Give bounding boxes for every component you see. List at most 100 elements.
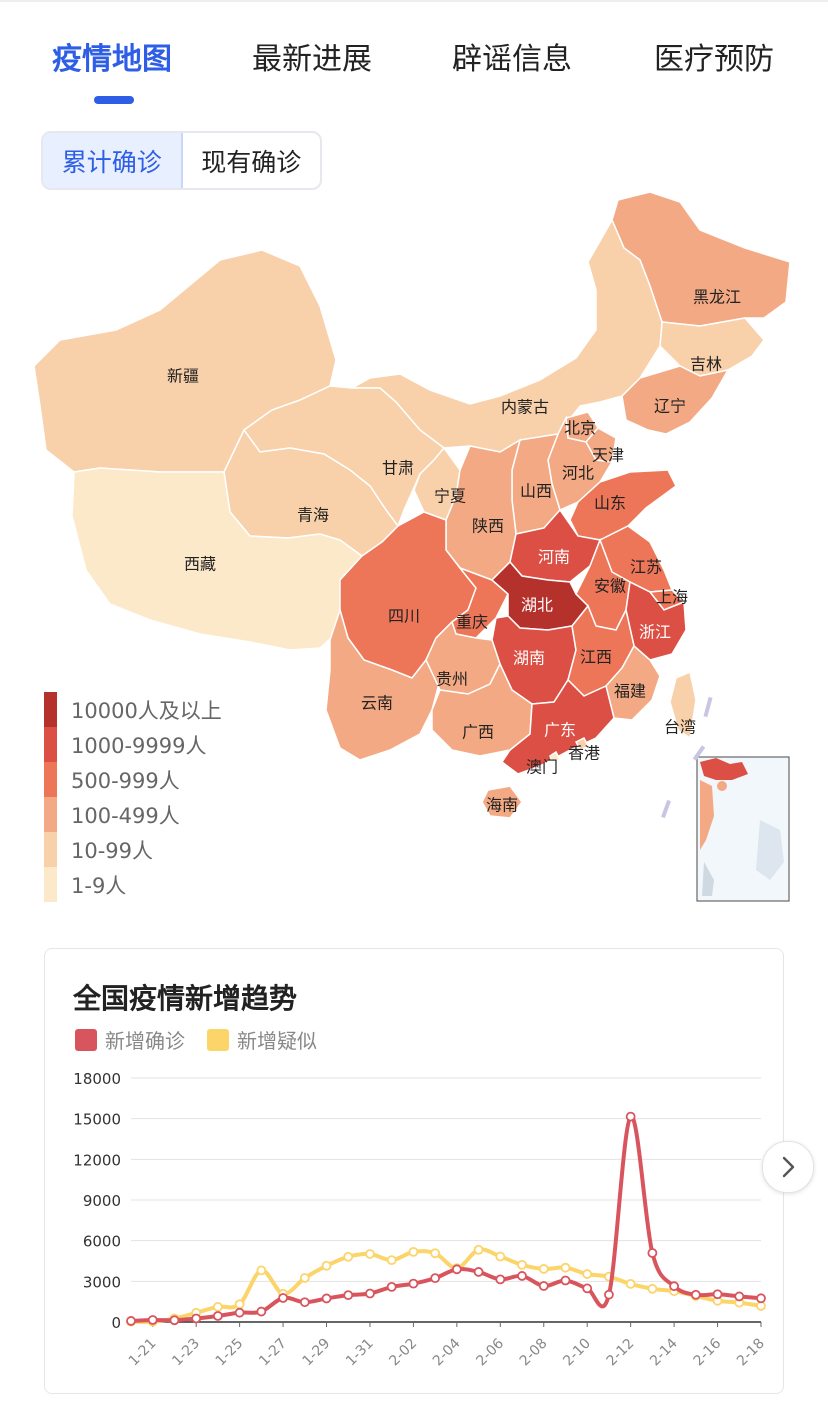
map-label: 河北 bbox=[562, 464, 594, 483]
confirmed-point bbox=[625, 1111, 636, 1122]
map-label: 陕西 bbox=[472, 517, 504, 536]
map-label: 重庆 bbox=[456, 613, 488, 632]
y-tick-label: 12000 bbox=[73, 1151, 121, 1169]
suspected-point bbox=[343, 1251, 354, 1262]
legend-row[interactable]: 1-9人 bbox=[44, 867, 222, 902]
trend-title: 全国疫情新增趋势 bbox=[73, 982, 298, 1015]
y-tick-label: 15000 bbox=[73, 1111, 121, 1129]
legend-swatch bbox=[44, 762, 57, 797]
x-tick-label: 2-16 bbox=[691, 1335, 725, 1369]
legend-label: 1000-9999人 bbox=[71, 733, 207, 758]
map-label: 贵州 bbox=[436, 670, 468, 689]
legend-label: 10000人及以上 bbox=[71, 698, 222, 723]
legend-suspected[interactable]: 新增疑似 bbox=[207, 1025, 317, 1054]
suspected-point bbox=[560, 1262, 571, 1273]
suspected-point bbox=[299, 1273, 310, 1283]
map-label: 安徽 bbox=[594, 577, 626, 596]
region-hong-kong[interactable] bbox=[574, 736, 590, 752]
map-label: 海南 bbox=[486, 796, 518, 815]
legend-swatch bbox=[44, 692, 57, 727]
region-macau[interactable] bbox=[549, 750, 562, 763]
suspected-point bbox=[321, 1260, 332, 1271]
legend-confirmed[interactable]: 新增确诊 bbox=[75, 1025, 185, 1054]
region-hainan[interactable] bbox=[481, 785, 523, 819]
current-confirmed-button[interactable]: 现有确诊 bbox=[201, 147, 302, 177]
south-china-sea-inset bbox=[696, 756, 790, 902]
map-label: 山西 bbox=[520, 482, 552, 501]
map-label: 辽宁 bbox=[654, 397, 686, 416]
map-label: 甘肃 bbox=[382, 459, 414, 478]
map-regions bbox=[33, 191, 791, 819]
confirmed-type-switch: 累计确诊 现有确诊 bbox=[41, 131, 322, 190]
y-tick-label: 18000 bbox=[73, 1070, 121, 1088]
map-label: 香港 bbox=[568, 744, 600, 763]
suspected-point bbox=[408, 1246, 419, 1257]
map-label: 浙江 bbox=[639, 623, 671, 642]
region-yunnan[interactable] bbox=[325, 607, 441, 761]
legend-label: 500-999人 bbox=[71, 768, 180, 793]
legend-row[interactable]: 100-499人 bbox=[44, 797, 222, 832]
legend-confirmed-swatch bbox=[75, 1028, 97, 1051]
legend-swatch bbox=[44, 727, 57, 762]
confirmed-point bbox=[669, 1281, 680, 1292]
legend-swatch bbox=[44, 797, 57, 832]
legend-suspected-label: 新增疑似 bbox=[237, 1029, 317, 1053]
x-tick-label: 1-23 bbox=[169, 1336, 203, 1370]
legend-row[interactable]: 10-99人 bbox=[44, 832, 222, 867]
suspected-point bbox=[212, 1301, 223, 1312]
confirmed-point bbox=[256, 1306, 267, 1317]
next-chart-button[interactable] bbox=[762, 1141, 814, 1193]
tab-latest-progress[interactable]: 最新进展 bbox=[252, 42, 372, 77]
suspected-point bbox=[625, 1279, 636, 1289]
map-label: 山东 bbox=[594, 494, 626, 513]
region-taiwan[interactable] bbox=[669, 670, 697, 740]
map-label: 四川 bbox=[388, 607, 420, 626]
suspected-point bbox=[365, 1249, 375, 1259]
legend-row[interactable]: 500-999人 bbox=[44, 762, 222, 797]
y-tick-label: 9000 bbox=[83, 1192, 121, 1210]
map-label: 福建 bbox=[614, 682, 646, 701]
map-label: 澳门 bbox=[526, 758, 558, 777]
x-tick-label: 2-18 bbox=[734, 1336, 768, 1370]
top-divider bbox=[0, 0, 828, 2]
map-label: 河南 bbox=[538, 548, 570, 567]
cumulative-confirmed-button[interactable]: 累计确诊 bbox=[43, 133, 183, 188]
tab-rumor-info[interactable]: 辟谣信息 bbox=[452, 42, 572, 77]
confirmed-point bbox=[734, 1291, 745, 1302]
x-tick-label: 2-08 bbox=[517, 1336, 551, 1370]
confirmed-point bbox=[712, 1289, 723, 1300]
region-jilin[interactable] bbox=[659, 317, 765, 377]
suspected-point bbox=[234, 1299, 245, 1310]
sea-islands bbox=[661, 696, 713, 819]
confirmed-point bbox=[451, 1264, 462, 1275]
confirmed-point bbox=[473, 1267, 484, 1277]
tab-epidemic-map[interactable]: 疫情地图 bbox=[52, 42, 172, 77]
region-shaanxi[interactable] bbox=[445, 438, 522, 581]
legend-swatch bbox=[44, 867, 57, 902]
legend-row[interactable]: 1000-9999人 bbox=[44, 727, 222, 762]
legend-confirmed-label: 新增确诊 bbox=[105, 1029, 185, 1053]
map-label: 吉林 bbox=[690, 355, 722, 374]
confirmed-point bbox=[321, 1293, 332, 1304]
confirmed-point bbox=[647, 1248, 658, 1258]
map-label: 广西 bbox=[462, 723, 494, 742]
trend-legend: 新增确诊 新增疑似 bbox=[75, 1025, 339, 1054]
region-shandong[interactable] bbox=[569, 469, 677, 541]
confirmed-point bbox=[495, 1274, 506, 1285]
tab-medical-prevention[interactable]: 医疗预防 bbox=[654, 42, 774, 77]
chevron-right-icon bbox=[782, 1156, 795, 1178]
confirmed-point bbox=[147, 1315, 158, 1325]
legend-row[interactable]: 10000人及以上 bbox=[44, 692, 222, 727]
suspected-point bbox=[473, 1244, 484, 1255]
confirmed-point bbox=[278, 1293, 288, 1303]
trend-chart: 0 3000 6000 9000 12000 15000 18000 1-21 1-23 1-25… bbox=[73, 1070, 768, 1370]
legend-label: 1-9人 bbox=[71, 873, 127, 898]
legend-suspected-swatch bbox=[207, 1028, 229, 1051]
x-tick-label: 2-06 bbox=[473, 1335, 507, 1369]
map-label: 天津 bbox=[592, 446, 624, 465]
confirmed-point bbox=[560, 1275, 571, 1286]
map-legend: 10000人及以上 1000-9999人 500-999人 100-499人 10-99… bbox=[44, 692, 222, 902]
x-tick-label: 1-25 bbox=[213, 1336, 247, 1370]
x-tick-label: 2-02 bbox=[386, 1336, 420, 1370]
